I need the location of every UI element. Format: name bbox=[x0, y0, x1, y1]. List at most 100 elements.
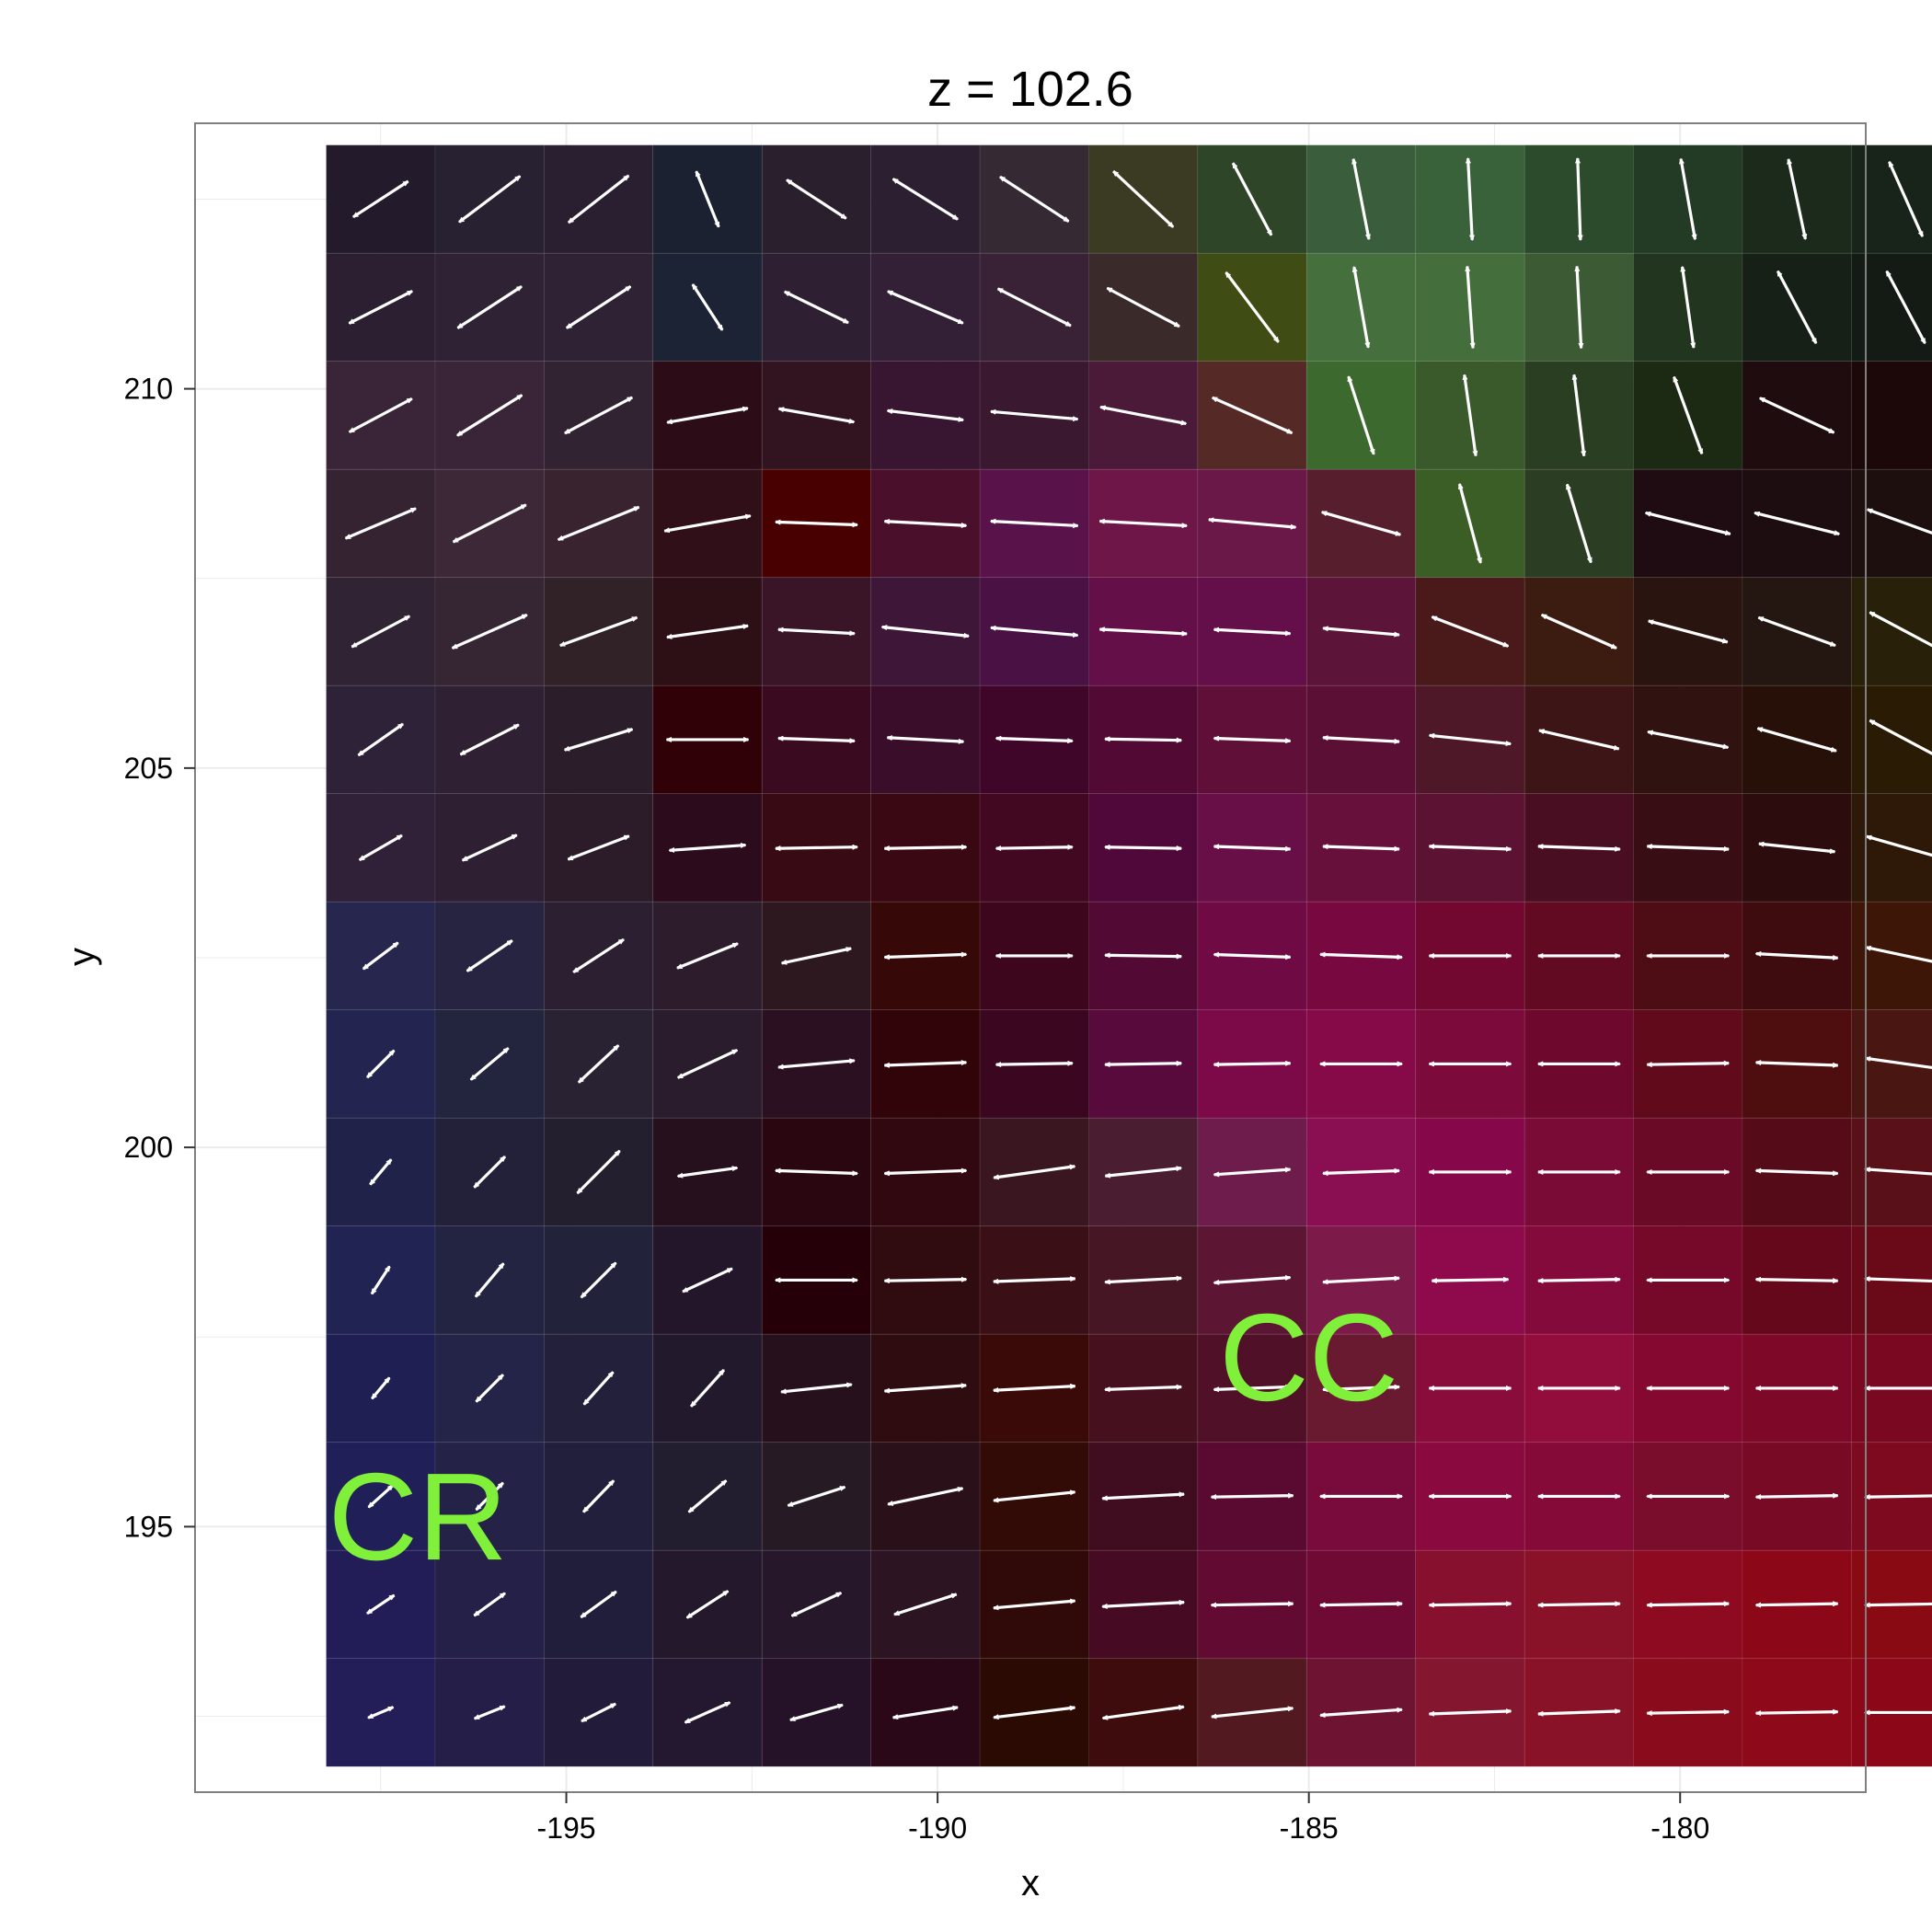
vector-arrow bbox=[349, 290, 412, 325]
vector-arrow bbox=[1323, 1170, 1399, 1173]
vector-arrow bbox=[894, 1593, 957, 1616]
vector-arrow bbox=[457, 394, 522, 437]
vector-arrow bbox=[667, 408, 747, 422]
vector-arrow bbox=[1457, 484, 1482, 563]
vector-arrow bbox=[368, 1706, 393, 1719]
vector-arrow bbox=[678, 1167, 737, 1176]
vector-arrow bbox=[884, 954, 966, 957]
vector-arrow bbox=[664, 516, 750, 531]
vector-arrow bbox=[1865, 1169, 1932, 1175]
vector-arrow bbox=[691, 284, 724, 330]
vector-arrow bbox=[1538, 846, 1620, 849]
vector-arrow bbox=[1538, 1711, 1620, 1714]
vector-arrow bbox=[457, 285, 522, 329]
vector-arrow bbox=[885, 522, 967, 526]
vector-arrow bbox=[1757, 727, 1835, 753]
vector-arrow bbox=[1320, 954, 1402, 957]
vector-arrow bbox=[1105, 1168, 1180, 1177]
y-tick-label: 205 bbox=[124, 752, 173, 785]
heatmap-tile bbox=[1850, 252, 1932, 362]
vector-arrow bbox=[1099, 629, 1187, 634]
vector-arrow bbox=[1756, 954, 1838, 959]
vector-arrow bbox=[1756, 1712, 1838, 1714]
vector-arrow bbox=[1432, 1280, 1508, 1281]
x-tick-label: -195 bbox=[537, 1811, 596, 1845]
vector-arrow bbox=[367, 1593, 394, 1616]
vector-arrow bbox=[1646, 512, 1731, 534]
vector-arrow bbox=[998, 287, 1071, 328]
vector-arrow bbox=[1756, 1604, 1838, 1605]
vector-arrow bbox=[893, 1708, 958, 1718]
vector-arrow bbox=[888, 290, 963, 325]
vector-arrow bbox=[577, 1044, 620, 1084]
vector-arrow bbox=[1647, 1712, 1729, 1714]
vector-arrow bbox=[1322, 511, 1400, 536]
vector-arrow bbox=[996, 738, 1073, 741]
vector-arrow bbox=[573, 937, 624, 974]
vector-arrow bbox=[1107, 286, 1179, 328]
vector-arrow bbox=[369, 1159, 393, 1184]
vector-arrow bbox=[1323, 628, 1399, 635]
vector-arrow bbox=[1105, 955, 1181, 956]
heatmap-tile bbox=[652, 1225, 763, 1335]
vector-arrow bbox=[1323, 1278, 1399, 1282]
heatmap-tile bbox=[1850, 144, 1932, 254]
vector-arrow bbox=[576, 1149, 621, 1195]
vector-arrow bbox=[1102, 1603, 1184, 1607]
vector-arrow bbox=[884, 1280, 966, 1282]
vector-arrow bbox=[1760, 397, 1834, 434]
vector-arrow bbox=[991, 521, 1078, 525]
vector-arrow bbox=[884, 1170, 966, 1173]
vector-arrow bbox=[1538, 1280, 1620, 1282]
vector-arrow bbox=[1212, 1604, 1294, 1605]
vector-arrow bbox=[1102, 1494, 1184, 1499]
vector-arrow bbox=[882, 627, 969, 636]
vector-arrow bbox=[888, 1489, 962, 1504]
vector-arrow bbox=[565, 728, 633, 752]
vector-arrow bbox=[568, 834, 628, 861]
vector-arrow bbox=[885, 1386, 967, 1391]
vector-arrow bbox=[994, 1279, 1075, 1282]
vector-arrow bbox=[792, 1591, 842, 1617]
heatmap-tile bbox=[1850, 1009, 1932, 1119]
vector-arrow bbox=[884, 1063, 966, 1065]
vector-arrow bbox=[1099, 521, 1187, 525]
vector-arrow bbox=[567, 285, 631, 329]
vector-arrow bbox=[1776, 271, 1818, 343]
vector-arrow bbox=[350, 397, 412, 433]
vector-arrow bbox=[1323, 1386, 1399, 1389]
vector-arrow bbox=[346, 507, 416, 540]
vector-arrow bbox=[461, 723, 519, 756]
vector-arrow bbox=[1214, 1278, 1291, 1283]
vector-arrow bbox=[560, 615, 637, 648]
heatmap-tile bbox=[1197, 252, 1307, 362]
vector-arrow bbox=[454, 503, 526, 544]
vector-arrow bbox=[778, 629, 855, 633]
vector-arrow bbox=[670, 845, 746, 851]
vector-arrow bbox=[1869, 611, 1932, 651]
vector-arrow bbox=[1539, 730, 1619, 749]
vector-arrow bbox=[371, 1378, 391, 1399]
vector-arrow bbox=[884, 847, 966, 849]
vector-arrow bbox=[581, 1702, 615, 1723]
y-axis-title: y bbox=[62, 948, 102, 966]
vector-arrow bbox=[1112, 169, 1175, 228]
vector-arrow bbox=[1866, 1058, 1932, 1069]
vector-arrow bbox=[475, 1374, 504, 1403]
y-tick-label: 200 bbox=[124, 1131, 173, 1164]
vector-arrow bbox=[1323, 738, 1399, 742]
vector-arrow bbox=[689, 1479, 727, 1513]
vector-arrow bbox=[1212, 1708, 1293, 1717]
vector-arrow bbox=[365, 1049, 396, 1079]
vector-arrow bbox=[1105, 739, 1181, 740]
vector-arrow bbox=[1865, 1279, 1932, 1282]
vector-arrow bbox=[1354, 267, 1368, 347]
vector-arrow bbox=[1756, 1063, 1838, 1065]
vector-arrow bbox=[1756, 1496, 1838, 1498]
vector-arrow bbox=[1432, 615, 1508, 648]
vector-arrow bbox=[994, 1708, 1075, 1718]
vector-arrow bbox=[1353, 159, 1369, 239]
vector-arrow bbox=[459, 175, 520, 224]
vector-arrow bbox=[790, 1703, 843, 1722]
vector-arrow bbox=[1788, 159, 1805, 239]
